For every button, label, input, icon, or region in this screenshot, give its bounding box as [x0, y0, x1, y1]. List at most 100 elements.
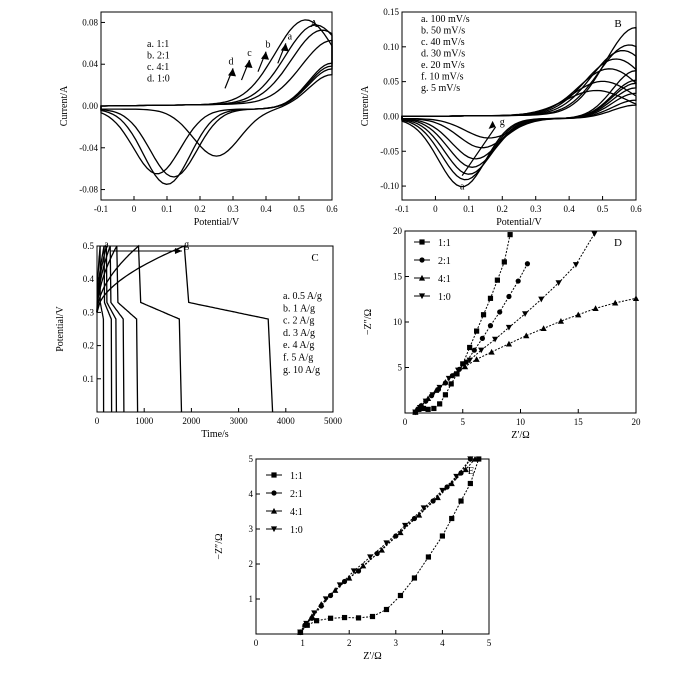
data-point [311, 610, 318, 617]
data-point [355, 568, 362, 574]
y-axis-label: −Z″/Ω [214, 533, 225, 559]
data-point [393, 533, 399, 539]
data-point [557, 317, 565, 324]
x-tick-label: 10 [516, 417, 526, 427]
x-tick-label: 2000 [182, 416, 201, 426]
data-point [297, 629, 304, 636]
legend-entry: 1:1 [290, 471, 303, 482]
x-tick-label: 4000 [277, 416, 296, 426]
plot-frame [401, 11, 637, 201]
data-point [505, 340, 513, 347]
y-tick-label: 0.4 [83, 274, 95, 284]
y-tick-label: 0.15 [383, 7, 399, 17]
data-point [378, 546, 385, 553]
plot-frame [255, 458, 490, 635]
y-tick-label: 0.10 [383, 42, 399, 52]
x-tick-label: 5000 [324, 416, 343, 426]
data-point [411, 515, 418, 522]
y-tick-label: 0.1 [83, 374, 94, 384]
x-tick-label: 0 [132, 204, 137, 214]
y-tick-label: 2 [249, 559, 254, 569]
data-point [454, 371, 460, 377]
arrow-head [488, 120, 496, 129]
data-point [461, 363, 469, 370]
series-line [96, 245, 113, 413]
x-tick-label: -0.1 [395, 204, 409, 214]
arrow-head [174, 247, 182, 254]
data-point [471, 455, 479, 462]
data-point [480, 312, 487, 318]
data-point [433, 387, 440, 393]
x-tick-label: 0 [95, 416, 100, 426]
data-point [478, 347, 485, 354]
legend-entry: b. 50 mV/s [421, 26, 465, 37]
data-point [425, 554, 432, 560]
y-tick-label: -0.08 [79, 185, 98, 195]
data-point [471, 347, 477, 353]
data-point [466, 357, 473, 364]
series-line [96, 244, 183, 413]
data-point [497, 309, 503, 315]
legend-entry: c. 4:1 [147, 62, 169, 73]
data-point [522, 311, 529, 317]
series-line [100, 19, 333, 185]
x-axis-label: Potential/V [496, 217, 542, 228]
data-point [437, 401, 443, 407]
data-point [431, 405, 437, 412]
data-point [341, 614, 348, 621]
data-point [467, 344, 473, 351]
data-point [476, 456, 482, 462]
series-line [96, 245, 274, 413]
data-point [453, 473, 460, 480]
legend-entry: 1:1 [438, 238, 451, 249]
legend-entry: 4:1 [438, 274, 451, 285]
y-tick-label: 15 [393, 272, 403, 282]
data-point [412, 409, 419, 416]
panel-e: 0 1 2 3 4 5 5 4 3 2 1 Z′/Ω −Z″/Ω E 1:1 2:1 4:1 1:0 [214, 454, 492, 662]
y-tick-label: 0.2 [83, 341, 94, 351]
data-point [501, 259, 507, 265]
legend-entry: g. 5 mV/s [421, 83, 460, 94]
data-point [422, 398, 429, 405]
x-tick-label: 0.3 [227, 204, 239, 214]
x-tick-label: 0.1 [463, 204, 474, 214]
curve-annotation: d [229, 56, 234, 67]
data-point [420, 405, 427, 412]
panel-letter: C [311, 252, 318, 264]
data-point [448, 480, 455, 487]
legend-entry: e. 20 mV/s [421, 60, 465, 71]
panel-letter: A [310, 18, 318, 30]
panel-letter: E [468, 465, 475, 477]
panel-d: 0 5 10 15 20 20 15 10 5 Z′/Ω −Z″/Ω D 1:1 2:1 4:1 1:0 [363, 226, 641, 441]
data-point [313, 618, 320, 624]
data-point [487, 323, 494, 329]
data-point [448, 381, 454, 387]
series-line [100, 24, 333, 178]
legend-entry: g. 10 A/g [283, 365, 320, 376]
x-tick-label: 0 [403, 417, 408, 427]
data-point [350, 568, 357, 575]
y-tick-label: -0.04 [79, 143, 98, 153]
x-tick-label: 3 [394, 638, 399, 648]
y-tick-label: 0.05 [383, 77, 399, 87]
data-point [322, 596, 329, 603]
data-point [418, 293, 426, 300]
panel-a: -0.1 0 0.1 0.2 0.3 0.4 0.5 0.6 0.08 0.04 0.00 -0.04… [59, 11, 338, 228]
x-tick-label: 3000 [230, 416, 249, 426]
data-point [487, 295, 494, 301]
data-point [439, 533, 445, 539]
y-axis-label: Current/A [59, 85, 70, 126]
legend-entry: e. 4 A/g [283, 340, 314, 351]
legend-entry: 1:0 [438, 292, 451, 303]
data-point [271, 490, 277, 496]
curve-annotation: g [184, 240, 189, 251]
y-tick-label: 0.00 [82, 101, 98, 111]
data-point [360, 562, 367, 569]
series-line [96, 245, 125, 413]
curve-annotation: a [460, 182, 465, 193]
x-tick-label: 0.6 [630, 204, 642, 214]
x-tick-label: 0.1 [161, 204, 172, 214]
data-point [575, 311, 582, 318]
x-tick-label: 5 [487, 638, 492, 648]
